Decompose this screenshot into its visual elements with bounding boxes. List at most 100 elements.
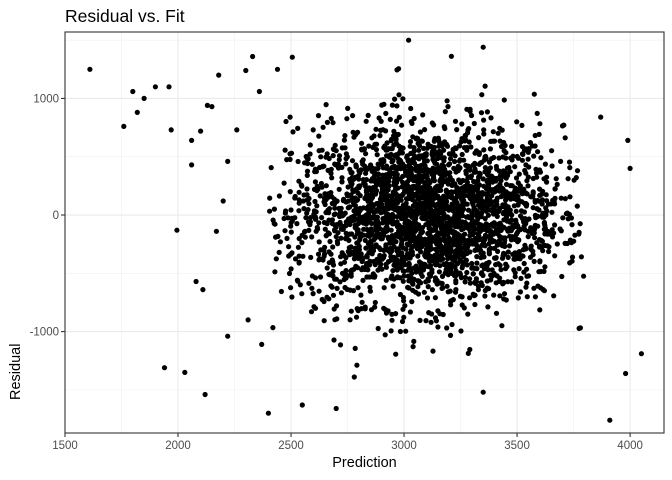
data-point — [337, 279, 343, 285]
data-point — [434, 281, 440, 287]
data-point — [363, 118, 369, 124]
data-point — [406, 261, 412, 268]
data-point-outlier — [333, 405, 339, 412]
data-point — [384, 140, 390, 146]
data-point — [440, 311, 446, 318]
data-point — [569, 254, 576, 260]
data-point — [408, 188, 414, 194]
data-point — [326, 155, 332, 162]
data-point — [481, 147, 487, 153]
data-point — [408, 170, 414, 177]
data-point — [343, 268, 349, 274]
data-point — [461, 305, 467, 311]
data-point — [342, 284, 348, 291]
data-point — [488, 233, 494, 239]
data-point — [444, 214, 451, 220]
data-point-outlier — [259, 341, 265, 347]
data-point — [420, 112, 426, 118]
data-point — [430, 172, 437, 178]
data-point — [410, 344, 416, 350]
data-point — [477, 160, 483, 166]
data-point — [541, 220, 547, 226]
data-point — [525, 183, 531, 189]
data-point — [509, 157, 515, 163]
data-point — [444, 199, 450, 205]
data-point — [498, 143, 505, 150]
y-tick-label: -1000 — [30, 327, 59, 339]
data-point — [558, 158, 564, 164]
data-point — [539, 197, 546, 203]
data-point — [469, 199, 475, 205]
data-point — [294, 221, 300, 227]
data-point — [401, 268, 407, 274]
data-point — [408, 105, 414, 112]
data-points — [87, 37, 645, 423]
data-point — [413, 289, 419, 295]
data-point — [408, 158, 414, 164]
data-point — [360, 161, 366, 167]
data-point — [461, 157, 467, 163]
data-point — [505, 279, 511, 285]
data-point — [440, 236, 446, 242]
data-point — [316, 220, 322, 226]
data-point — [307, 215, 314, 221]
data-point — [513, 175, 520, 181]
data-point — [304, 168, 311, 174]
data-point — [465, 350, 471, 356]
data-point-outlier — [161, 365, 168, 371]
data-point — [314, 183, 320, 189]
data-point — [424, 295, 431, 301]
data-point — [489, 221, 495, 227]
data-point — [525, 228, 531, 234]
data-point — [375, 325, 381, 332]
data-point — [509, 191, 515, 197]
data-point — [493, 262, 499, 268]
data-point — [559, 123, 566, 129]
data-point — [404, 234, 410, 240]
data-point — [429, 144, 435, 150]
data-point — [338, 205, 344, 211]
data-point — [543, 192, 549, 198]
panel-border — [64, 31, 665, 434]
data-point — [429, 311, 435, 317]
data-point — [288, 266, 294, 272]
data-point-outlier — [220, 198, 226, 204]
data-point — [339, 179, 345, 185]
data-point — [485, 304, 491, 310]
data-point — [414, 167, 420, 173]
data-point — [395, 185, 401, 191]
data-point — [498, 226, 505, 232]
data-point — [452, 118, 459, 124]
data-point — [426, 271, 432, 277]
data-point — [400, 145, 406, 151]
data-point — [275, 233, 281, 239]
data-point — [489, 237, 495, 243]
data-point — [267, 195, 273, 201]
data-point — [432, 295, 438, 301]
data-point — [320, 124, 326, 130]
data-point — [396, 66, 402, 72]
data-point — [421, 158, 428, 164]
data-point — [482, 83, 488, 89]
data-point — [342, 133, 348, 139]
data-point — [539, 201, 545, 207]
data-point — [515, 193, 521, 200]
data-point — [462, 279, 468, 285]
data-point — [503, 181, 510, 187]
data-point — [394, 103, 400, 109]
data-point — [428, 207, 434, 213]
data-point — [332, 205, 338, 211]
y-tick-label: 1000 — [33, 93, 59, 105]
data-point — [268, 165, 274, 171]
data-point-outlier — [256, 88, 262, 95]
data-point — [531, 153, 537, 159]
data-point — [436, 244, 442, 250]
data-point — [509, 234, 516, 240]
data-point — [530, 189, 536, 195]
data-point — [537, 307, 543, 313]
data-point — [319, 184, 325, 190]
data-point — [359, 258, 365, 265]
data-point — [488, 138, 494, 144]
data-point — [425, 141, 431, 147]
data-point — [507, 219, 513, 225]
